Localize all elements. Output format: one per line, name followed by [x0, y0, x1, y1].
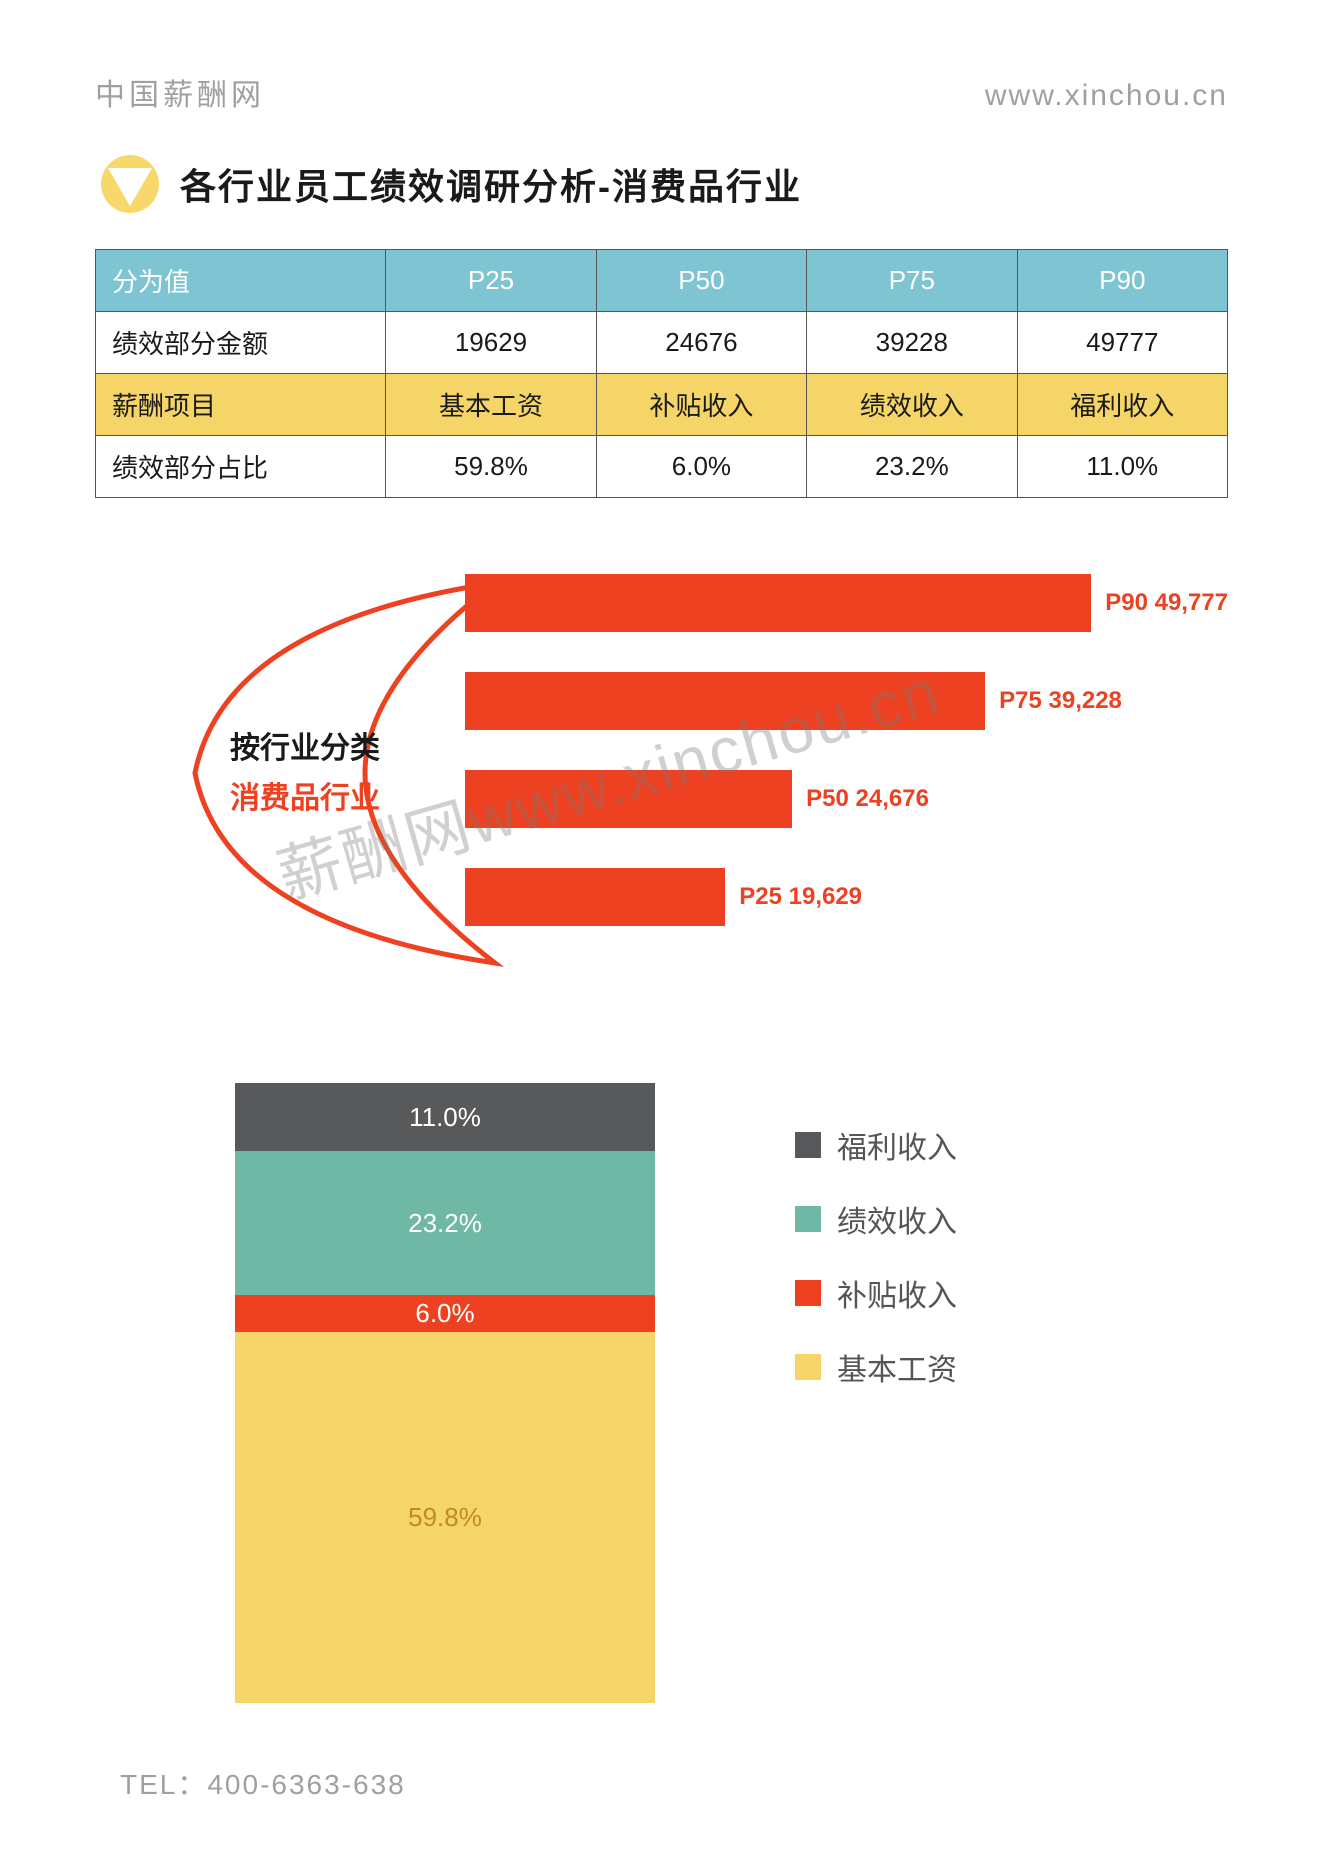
table-cell: 绩效部分占比 [96, 436, 386, 498]
bar-row: P90 49,777 [465, 573, 1228, 633]
table-cell: 39228 [807, 312, 1017, 374]
bar-row: P75 39,228 [465, 671, 1228, 731]
page-title: 各行业员工绩效调研分析-消费品行业 [180, 158, 802, 210]
stack-segment: 59.8% [235, 1332, 655, 1703]
table-cell: 24676 [596, 312, 806, 374]
table-cell: 23.2% [807, 436, 1017, 498]
table-cell: P90 [1017, 250, 1227, 312]
table-cell: 绩效部分金额 [96, 312, 386, 374]
table-cell: 补贴收入 [596, 374, 806, 436]
stack-segment: 23.2% [235, 1151, 655, 1295]
table-cell: 绩效收入 [807, 374, 1017, 436]
table-row: 薪酬项目基本工资补贴收入绩效收入福利收入 [96, 374, 1228, 436]
bar-label: P50 24,676 [806, 785, 929, 813]
table-cell: P25 [386, 250, 596, 312]
table-row: 绩效部分占比59.8%6.0%23.2%11.0% [96, 436, 1228, 498]
table-cell: P50 [596, 250, 806, 312]
footer-tel: TEL：400-6363-638 [120, 1763, 1228, 1803]
bar-row: P50 24,676 [465, 769, 1228, 829]
data-table: 分为值P25P50P75P90绩效部分金额1962924676392284977… [95, 249, 1228, 498]
bar-row: P25 19,629 [465, 867, 1228, 927]
stack-segment: 6.0% [235, 1295, 655, 1332]
table-row: 分为值P25P50P75P90 [96, 250, 1228, 312]
stacked-bar: 11.0%23.2%6.0%59.8% [235, 1083, 655, 1703]
table-cell: 6.0% [596, 436, 806, 498]
legend-swatch [795, 1354, 821, 1380]
teardrop-label: 按行业分类 消费品行业 [195, 723, 415, 817]
table-cell: 59.8% [386, 436, 596, 498]
teardrop-line1: 按行业分类 [195, 723, 415, 767]
title-row: 各行业员工绩效调研分析-消费品行业 [100, 154, 1228, 214]
table-cell: 分为值 [96, 250, 386, 312]
stacked-chart-area: 11.0%23.2%6.0%59.8% 福利收入绩效收入补贴收入基本工资 [235, 1083, 1228, 1703]
bar-chart: 按行业分类 消费品行业 P90 49,777 P75 39,228 P50 24,6… [105, 563, 1228, 1023]
legend-item: 基本工资 [795, 1345, 957, 1389]
site-name: 中国薪酬网 [95, 70, 265, 114]
legend-label: 基本工资 [837, 1345, 957, 1389]
bar [465, 868, 725, 926]
stack-segment: 11.0% [235, 1083, 655, 1151]
legend-label: 绩效收入 [837, 1197, 957, 1241]
page-header: 中国薪酬网 www.xinchou.cn [95, 70, 1228, 114]
table-cell: 49777 [1017, 312, 1227, 374]
bar-label: P90 49,777 [1105, 589, 1228, 617]
legend-label: 补贴收入 [837, 1271, 957, 1315]
legend-swatch [795, 1206, 821, 1232]
site-url: www.xinchou.cn [985, 79, 1228, 113]
table-cell: 19629 [386, 312, 596, 374]
legend-item: 绩效收入 [795, 1197, 957, 1241]
legend-swatch [795, 1132, 821, 1158]
table-cell: 11.0% [1017, 436, 1227, 498]
bar-label: P75 39,228 [999, 687, 1122, 715]
funnel-icon [100, 154, 160, 214]
teardrop-line2: 消费品行业 [195, 773, 415, 817]
table-cell: 福利收入 [1017, 374, 1227, 436]
legend: 福利收入绩效收入补贴收入基本工资 [795, 1123, 957, 1419]
table-cell: 基本工资 [386, 374, 596, 436]
legend-item: 补贴收入 [795, 1271, 957, 1315]
bar-label: P25 19,629 [739, 883, 862, 911]
table-cell: P75 [807, 250, 1017, 312]
bar [465, 770, 792, 828]
legend-item: 福利收入 [795, 1123, 957, 1167]
legend-swatch [795, 1280, 821, 1306]
bar [465, 574, 1091, 632]
bar [465, 672, 985, 730]
table-row: 绩效部分金额19629246763922849777 [96, 312, 1228, 374]
legend-label: 福利收入 [837, 1123, 957, 1167]
table-cell: 薪酬项目 [96, 374, 386, 436]
